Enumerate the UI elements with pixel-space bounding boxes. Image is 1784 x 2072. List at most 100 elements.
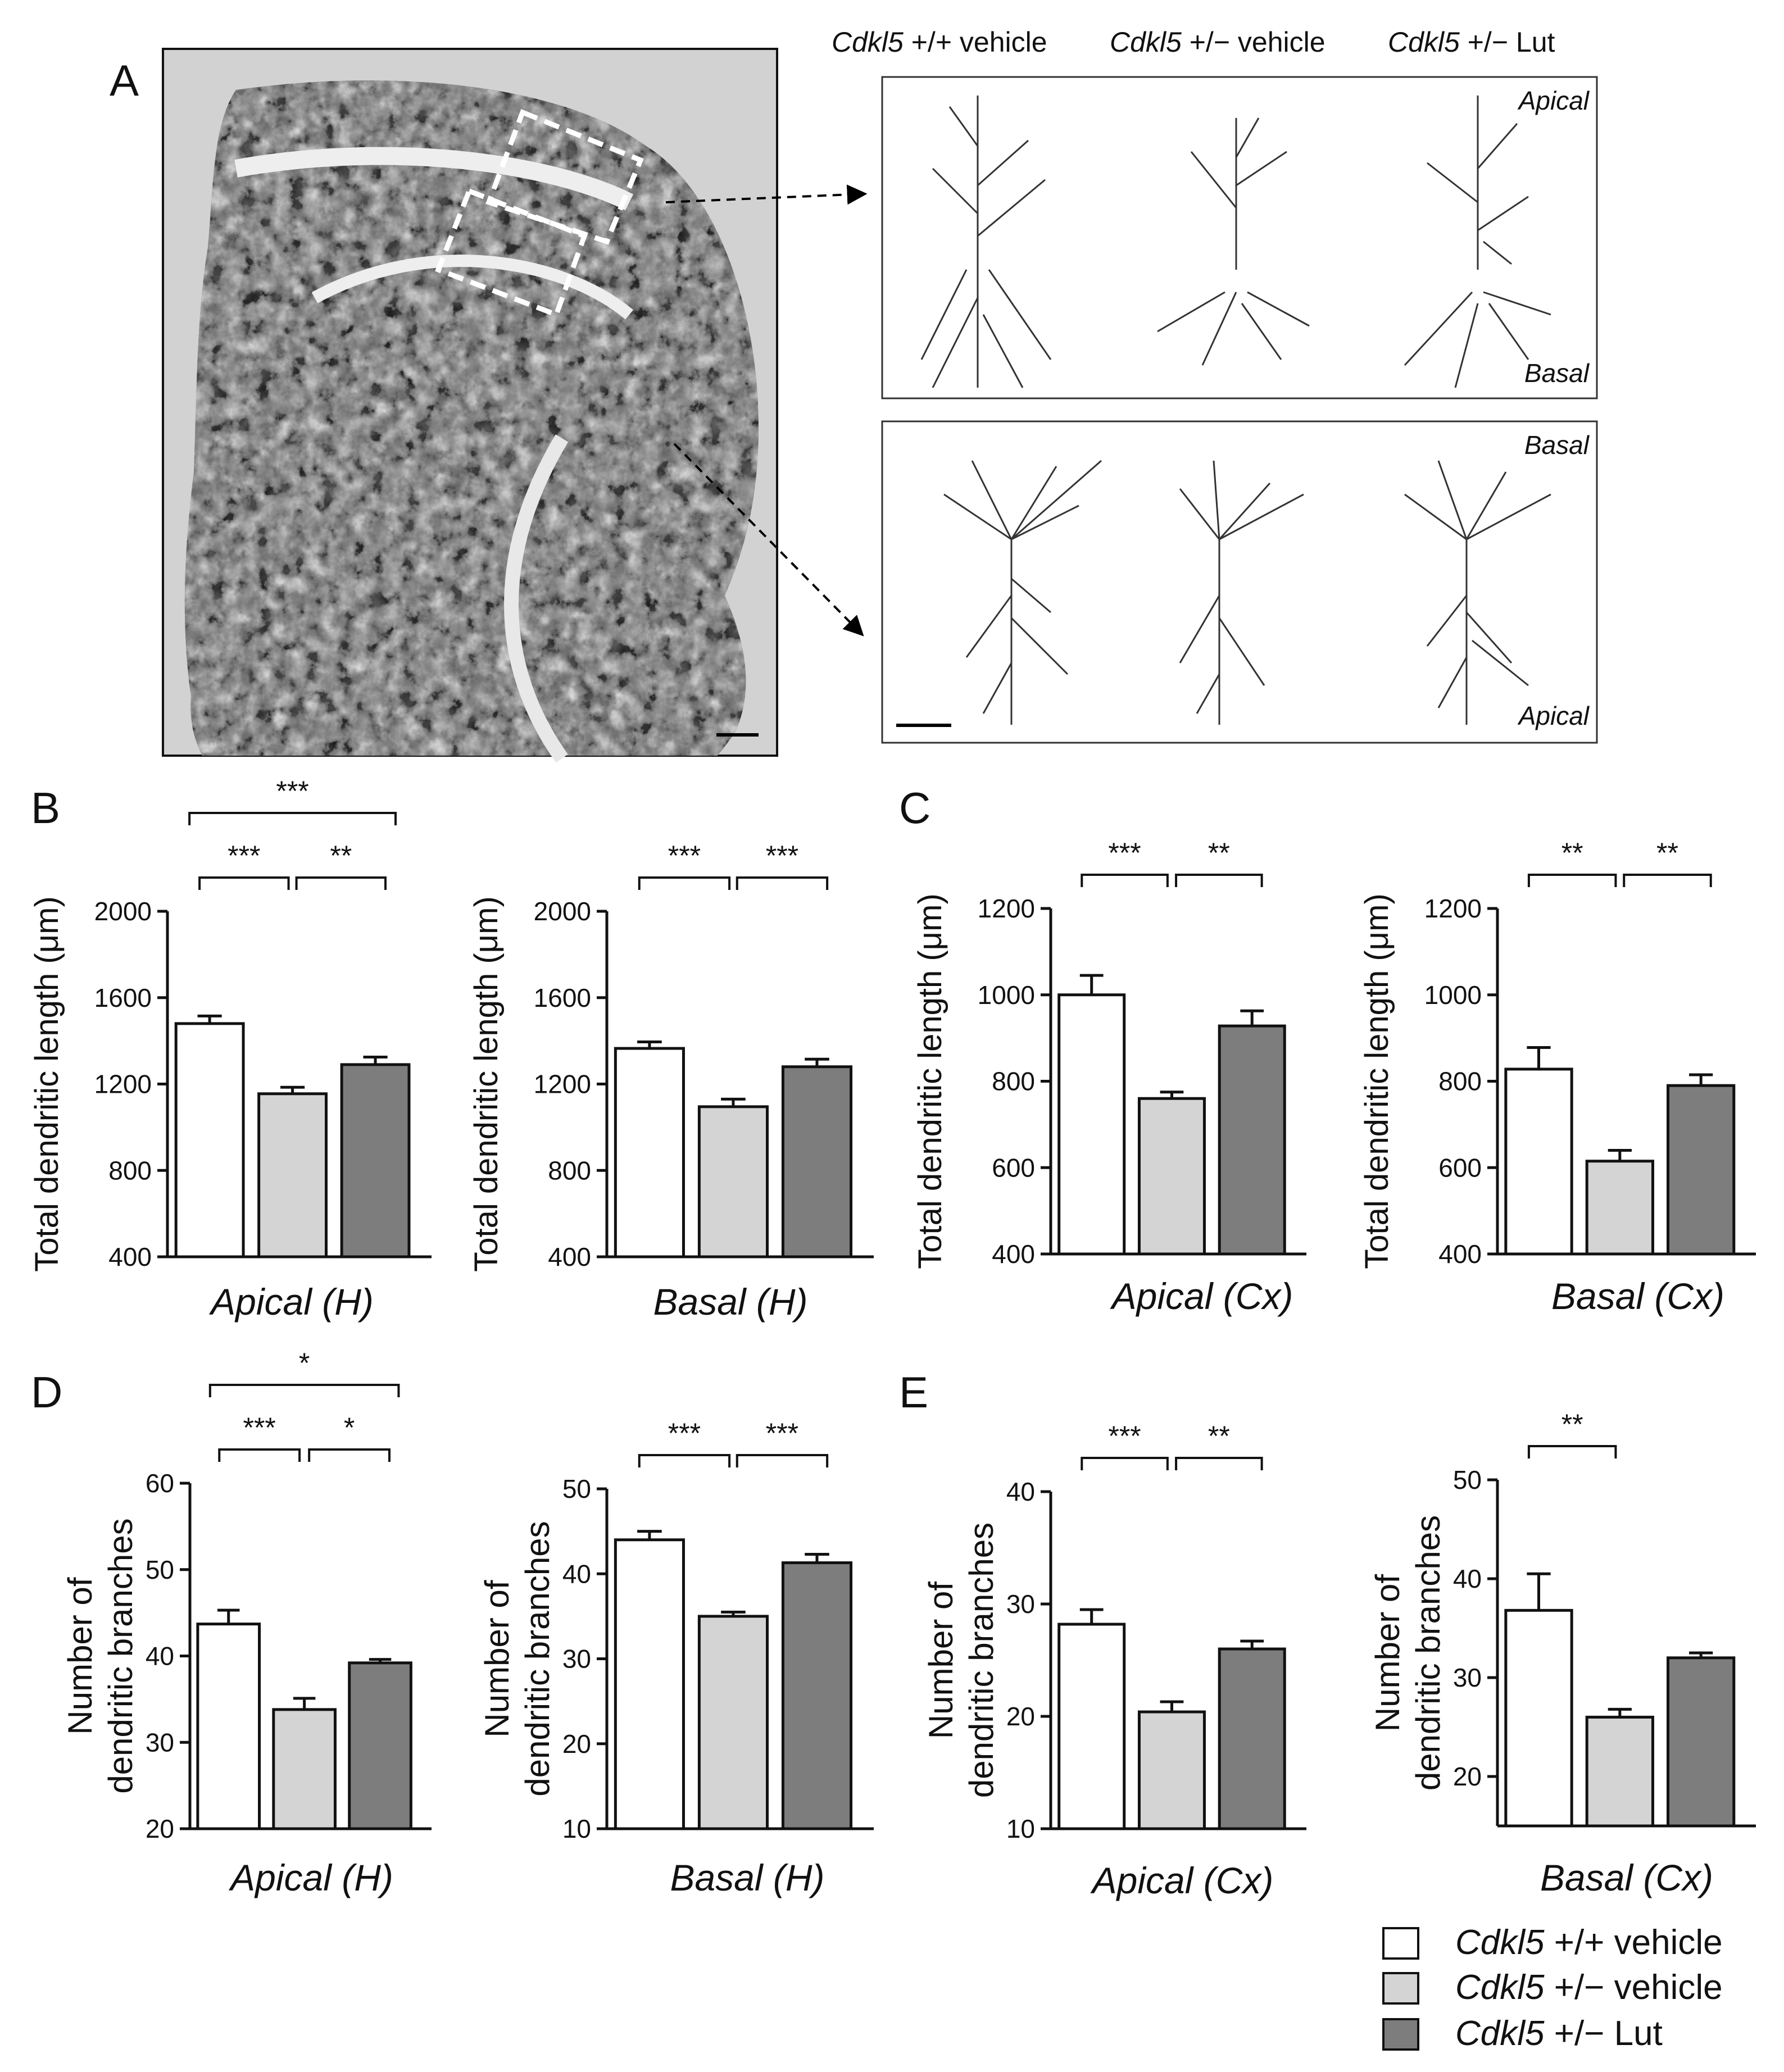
significance-label: *** — [276, 775, 308, 807]
bar — [1057, 1623, 1126, 1830]
bar — [348, 1661, 412, 1830]
bar — [1667, 1656, 1736, 1828]
group-header-3-rest: +/− Lut — [1460, 26, 1555, 58]
legend: Cdkl5 +/+ vehicle Cdkl5 +/− vehicle Cdkl… — [1382, 1923, 1723, 2053]
significance-bracket — [1527, 1445, 1617, 1458]
chart-b2: 400 800 1200 1600 2000 Total dendritic length… — [468, 840, 874, 1323]
chart-d2: 10 20 30 40 50 Number of dendritic branches Bas… — [478, 1417, 874, 1898]
y-tick-label: 60 — [146, 1469, 174, 1498]
x-axis-label: Apical (H) — [228, 1857, 393, 1898]
bar — [781, 1065, 853, 1258]
panel-label-e: E — [899, 1367, 928, 1417]
chart-e2: 20 30 40 50 Number of dendritic branches Basal… — [1369, 1408, 1756, 1898]
panel-label-d: D — [31, 1367, 62, 1417]
significance-bracket — [198, 876, 290, 890]
group-header-3: Cdkl5 +/− Lut — [1388, 26, 1555, 58]
significance-bracket — [638, 876, 731, 890]
y-axis-label: Number of — [61, 1577, 99, 1734]
y-tick-label: 20 — [1453, 1762, 1482, 1791]
significance-label: *** — [766, 1417, 798, 1449]
significance-label: *** — [1108, 1420, 1141, 1452]
y-tick-label: 10 — [1006, 1814, 1035, 1843]
bar — [1504, 1608, 1573, 1828]
bar — [697, 1105, 769, 1258]
y-tick-label: 50 — [1453, 1465, 1482, 1494]
y-tick-label: 1200 — [534, 1070, 591, 1099]
bar — [1137, 1097, 1206, 1256]
bar — [614, 1538, 685, 1830]
significance-label: ** — [1208, 837, 1230, 869]
legend-swatch-het-vehicle — [1382, 1972, 1419, 2005]
significance-bracket — [1175, 874, 1263, 887]
x-axis-label: Basal (Cx) — [1540, 1857, 1713, 1898]
significance-label: * — [299, 1347, 310, 1379]
panel-label-b: B — [31, 783, 60, 833]
y-tick-label: 800 — [992, 1067, 1035, 1096]
legend-label-3: Cdkl5 +/− Lut — [1455, 2014, 1663, 2053]
y-tick-label: 30 — [562, 1644, 591, 1674]
chart-b: 400 800 1200 1600 2000 Total dendritic length… — [29, 775, 432, 1323]
y-tick-label: 1200 — [1424, 894, 1482, 923]
y-tick-label: 30 — [1453, 1663, 1482, 1692]
bar — [1667, 1084, 1736, 1256]
y-axis-label: dendritic branches — [519, 1521, 556, 1796]
group-header-1: Cdkl5 +/+ vehicle — [832, 26, 1047, 58]
y-axis-label: Total dendritic length (μm) — [29, 896, 65, 1271]
y-axis-label: dendritic branches — [963, 1523, 1000, 1798]
significance-bracket — [1175, 1457, 1263, 1470]
x-axis-label: Basal (H) — [653, 1281, 807, 1323]
legend-swatch-wt-vehicle — [1382, 1927, 1419, 1960]
y-tick-label: 400 — [108, 1242, 152, 1271]
significance-label: *** — [668, 840, 701, 871]
bar — [1137, 1710, 1206, 1830]
legend-label-2-rest: +/− vehicle — [1545, 1968, 1723, 2007]
y-tick-label: 800 — [1438, 1067, 1482, 1096]
y-axis-label: Number of — [1369, 1574, 1406, 1732]
significance-label: ** — [330, 840, 352, 871]
legend-item: Cdkl5 +/− Lut — [1382, 2014, 1663, 2053]
y-tick-label: 30 — [1006, 1589, 1035, 1619]
legend-label-1: Cdkl5 +/+ vehicle — [1455, 1923, 1723, 1962]
significance-label: ** — [1561, 837, 1583, 869]
y-tick-label: 40 — [146, 1642, 174, 1671]
group-header-2-rest: +/− vehicle — [1182, 26, 1325, 58]
tracing-box-bottom-label-1: Basal — [1524, 430, 1590, 460]
legend-label-1-gene: Cdkl5 — [1455, 1923, 1545, 1962]
significance-bracket — [1623, 874, 1712, 887]
y-tick-label: 400 — [992, 1239, 1035, 1269]
bar — [1218, 1647, 1286, 1830]
y-axis-label: dendritic branches — [1409, 1515, 1447, 1791]
bar — [1585, 1715, 1654, 1828]
arrow-to-top-box — [665, 184, 868, 205]
y-tick-label: 50 — [562, 1474, 591, 1503]
tracing-box-bottom-label-2: Apical — [1517, 701, 1590, 730]
panel-label-a: A — [110, 56, 139, 105]
tracing-box-top-label-2: Basal — [1524, 358, 1590, 388]
x-axis-label: Apical (Cx) — [1090, 1860, 1274, 1901]
legend-label-1-rest: +/+ vehicle — [1545, 1923, 1723, 1962]
legend-label-3-gene: Cdkl5 — [1455, 2014, 1545, 2053]
legend-label-2: Cdkl5 +/− vehicle — [1455, 1968, 1723, 2007]
y-tick-label: 600 — [1438, 1153, 1482, 1182]
significance-label: * — [344, 1412, 355, 1443]
y-tick-label: 40 — [562, 1559, 591, 1588]
significance-label: *** — [228, 840, 260, 871]
significance-label: *** — [1108, 837, 1141, 869]
significance-label: *** — [766, 840, 798, 871]
significance-bracket — [208, 1384, 400, 1397]
tracing-box-bottom: Basal Apical — [881, 420, 1598, 744]
y-axis-label: Total dendritic length (μm) — [468, 896, 505, 1271]
group-header-1-rest: +/+ vehicle — [904, 26, 1047, 58]
y-tick-label: 1600 — [534, 983, 591, 1012]
bar — [272, 1708, 337, 1830]
tracing-box-top: Apical Basal — [881, 76, 1598, 399]
y-tick-label: 800 — [108, 1156, 152, 1185]
legend-item: Cdkl5 +/− vehicle — [1382, 1968, 1723, 2007]
panel-label-c: C — [899, 783, 930, 833]
y-tick-label: 400 — [1438, 1239, 1482, 1269]
x-axis-label: Apical (H) — [208, 1281, 374, 1323]
scale-bar — [716, 733, 759, 737]
significance-label: ** — [1656, 837, 1678, 869]
bar — [340, 1063, 411, 1258]
